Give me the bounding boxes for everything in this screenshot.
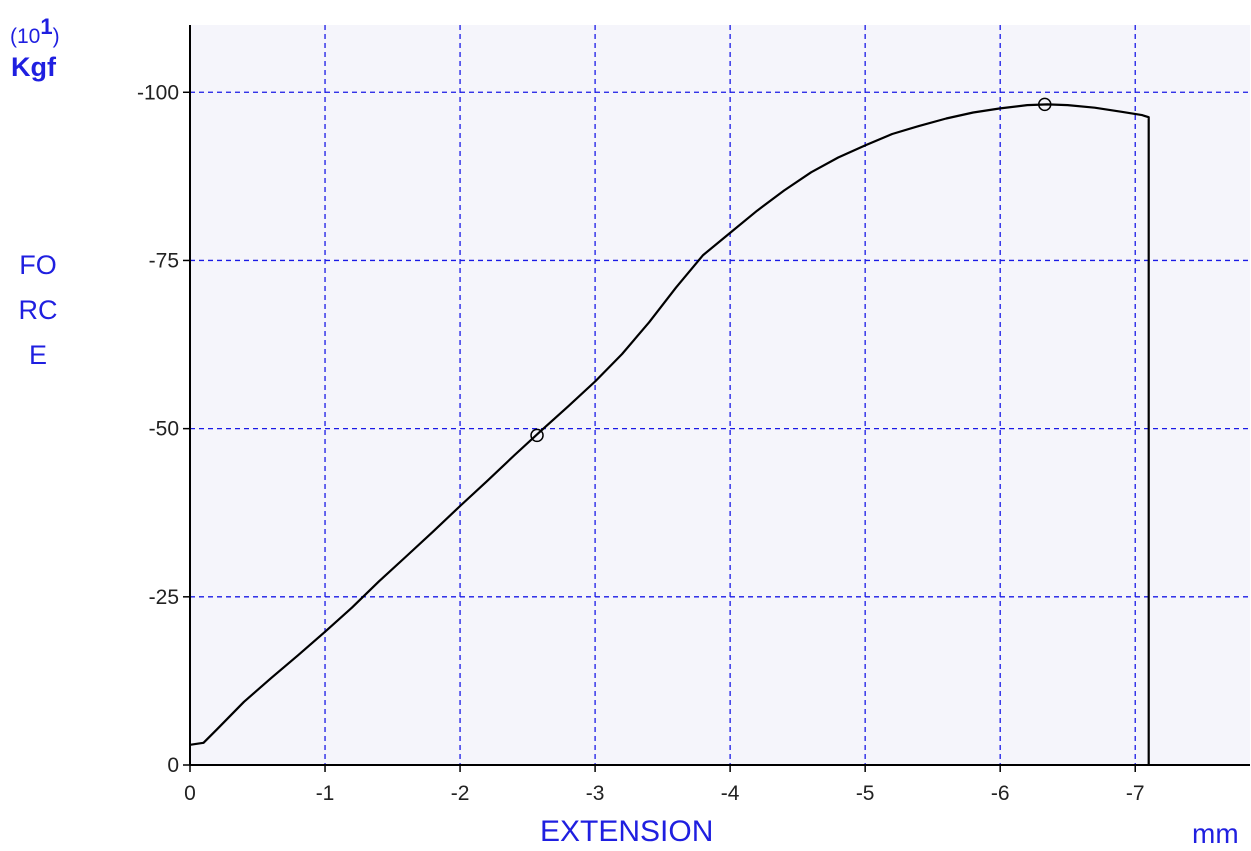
y-tick-label: 0 [167,754,179,777]
x-tick-label: -5 [856,782,875,805]
y-tick-label: -50 [149,418,179,441]
x-tick-label: -4 [721,782,740,805]
x-tick-label: -1 [316,782,335,805]
x-tick-label: -2 [451,782,470,805]
x-tick-label: -3 [586,782,605,805]
x-tick-label: -7 [1126,782,1145,805]
y-tick-label: -75 [149,249,179,272]
y-tick-label: -25 [149,586,179,609]
y-tick-label: -100 [137,81,179,104]
x-tick-label: 0 [184,782,196,805]
plot-background [190,25,1250,765]
x-tick-label: -6 [991,782,1010,805]
